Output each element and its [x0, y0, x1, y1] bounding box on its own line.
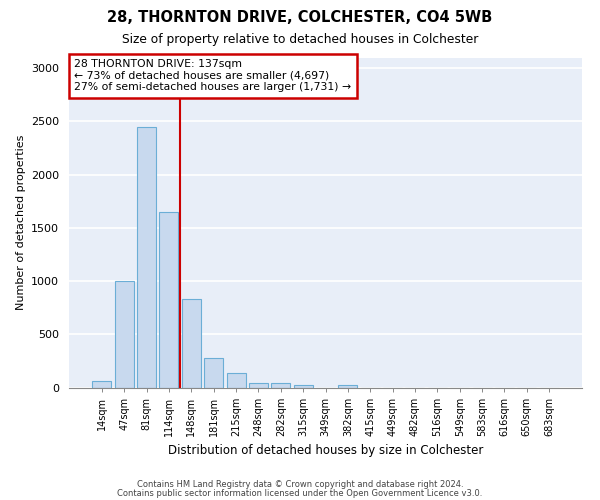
Text: Contains public sector information licensed under the Open Government Licence v3: Contains public sector information licen…	[118, 488, 482, 498]
Bar	[249, 383, 268, 388]
Bar	[271, 383, 290, 388]
Bar	[92, 381, 112, 388]
X-axis label: Distribution of detached houses by size in Colchester: Distribution of detached houses by size …	[168, 444, 483, 457]
Y-axis label: Number of detached properties: Number of detached properties	[16, 135, 26, 310]
Bar	[293, 386, 313, 388]
Bar	[137, 126, 156, 388]
Bar	[115, 281, 134, 388]
Text: Contains HM Land Registry data © Crown copyright and database right 2024.: Contains HM Land Registry data © Crown c…	[137, 480, 463, 489]
Text: 28 THORNTON DRIVE: 137sqm
← 73% of detached houses are smaller (4,697)
27% of se: 28 THORNTON DRIVE: 137sqm ← 73% of detac…	[74, 59, 351, 92]
Bar	[338, 386, 358, 388]
Text: Size of property relative to detached houses in Colchester: Size of property relative to detached ho…	[122, 32, 478, 46]
Bar	[227, 372, 245, 388]
Bar	[160, 212, 178, 388]
Text: 28, THORNTON DRIVE, COLCHESTER, CO4 5WB: 28, THORNTON DRIVE, COLCHESTER, CO4 5WB	[107, 10, 493, 25]
Bar	[204, 358, 223, 388]
Bar	[182, 299, 201, 388]
